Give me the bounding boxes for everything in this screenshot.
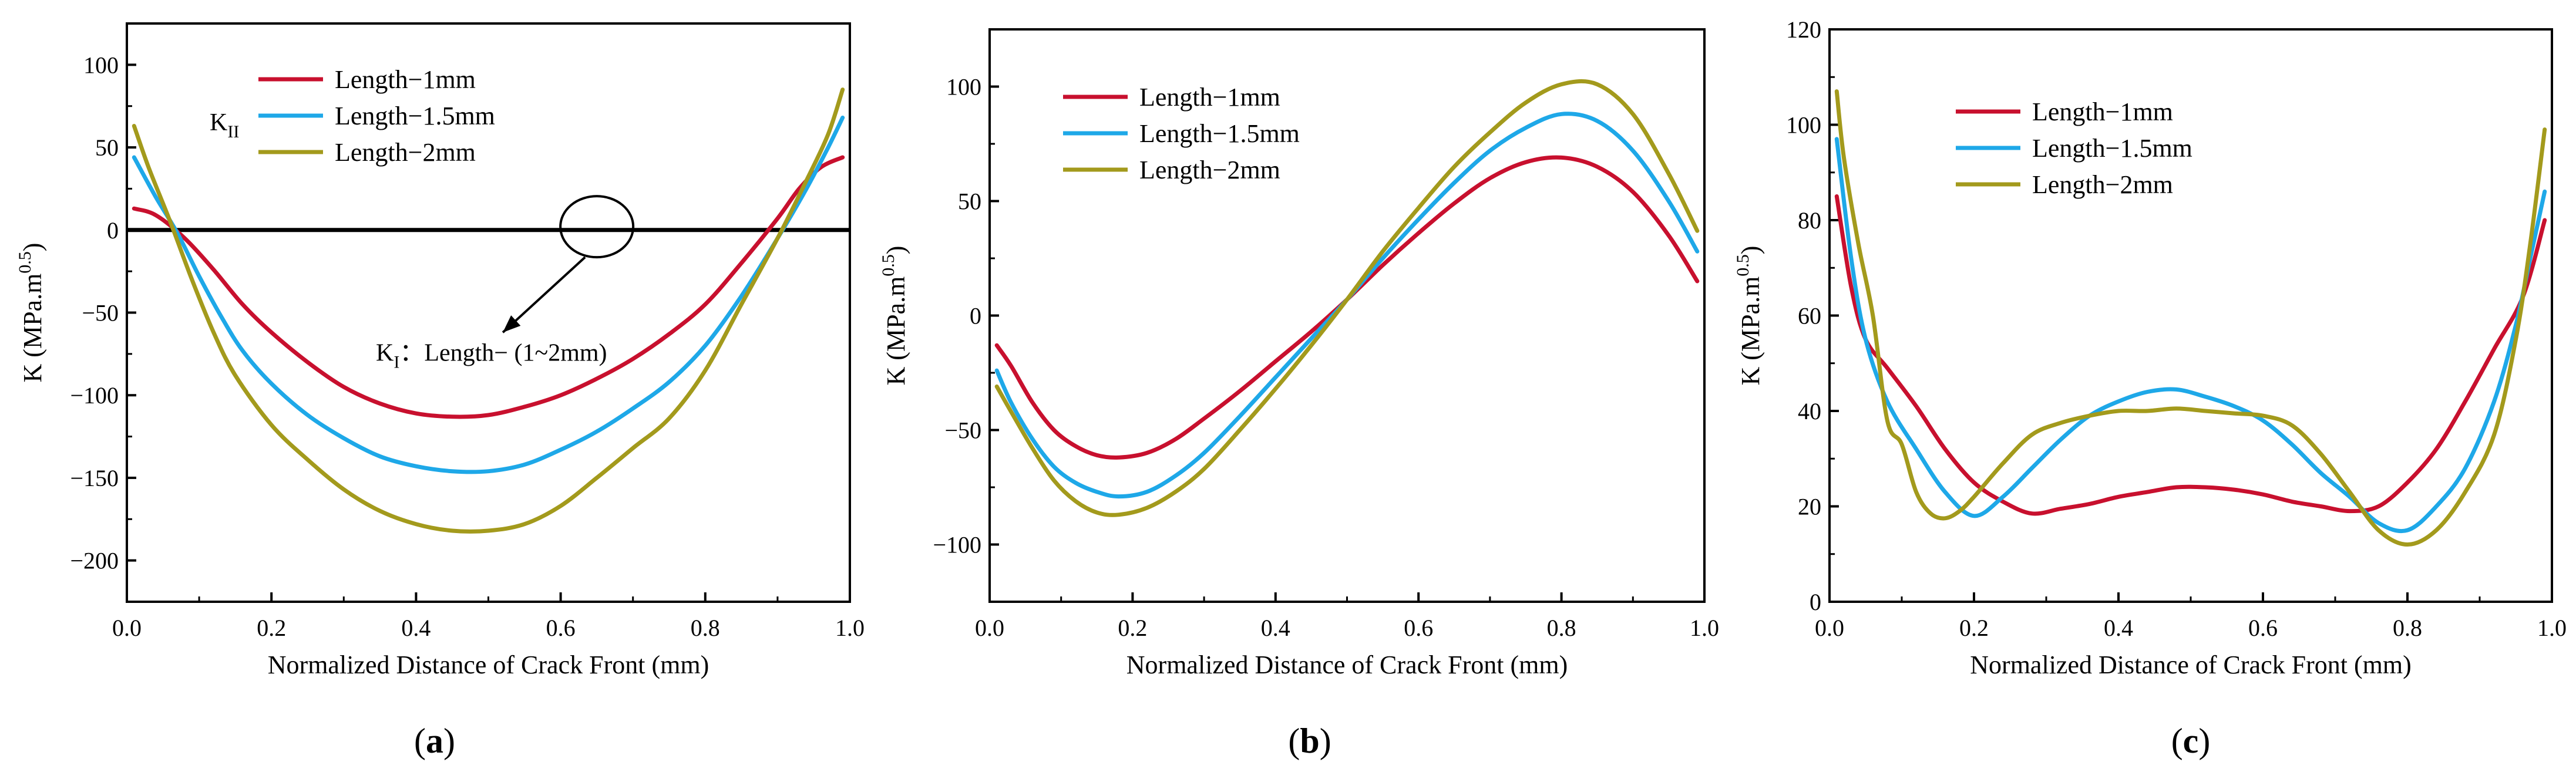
series-line-Length−1mm bbox=[994, 155, 1700, 460]
x-axis-label: Normalized Distance of Crack Front (mm) bbox=[268, 650, 709, 679]
x-tick-label: 0.2 bbox=[1959, 615, 1989, 641]
y-axis-label: K (MPa.m0.5) bbox=[879, 246, 910, 386]
series-line-Length−1mm bbox=[132, 155, 845, 419]
x-tick-label: 0.2 bbox=[1118, 615, 1147, 641]
legend-label: Length−1mm bbox=[335, 65, 476, 94]
legend-label: Length−1.5mm bbox=[335, 102, 495, 130]
x-tick-label: 0.4 bbox=[1261, 615, 1290, 641]
y-tick-label: 0 bbox=[1810, 589, 1821, 615]
series-line-Length−1.5mm bbox=[994, 112, 1700, 499]
x-tick-label: 0.2 bbox=[257, 615, 286, 641]
annotation-ellipse bbox=[559, 195, 635, 259]
series-line-Length−2mm bbox=[1834, 89, 2547, 547]
y-tick-label: 50 bbox=[958, 188, 981, 215]
y-tick-label: −50 bbox=[944, 417, 981, 444]
series-line-Length−1mm bbox=[1834, 194, 2547, 516]
y-tick-label: 40 bbox=[1798, 398, 1821, 424]
series-line-Length−2mm bbox=[132, 87, 845, 534]
y-tick-label: 50 bbox=[95, 134, 119, 161]
x-tick-label: 0.0 bbox=[975, 615, 1004, 641]
panel-label-a: (a) bbox=[414, 722, 455, 760]
chart-panel-c: 0.0 0.2 0.4 0.6 0.8 1.0 0 20 40 60 80 100 120 Length−… bbox=[1733, 16, 2567, 760]
y-tick-label: −150 bbox=[70, 465, 119, 491]
y-tick-label: −200 bbox=[70, 548, 119, 574]
y-tick-label: 0 bbox=[107, 217, 119, 244]
legend-label: Length−2mm bbox=[2032, 170, 2173, 199]
legend-label: Length−2mm bbox=[335, 138, 476, 167]
series-line-Length−1.5mm bbox=[1834, 137, 2547, 534]
x-tick-label: 1.0 bbox=[1690, 615, 1719, 641]
y-tick-label: 0 bbox=[970, 303, 981, 329]
x-tick-label: 0.4 bbox=[401, 615, 431, 641]
x-axis-label: Normalized Distance of Crack Front (mm) bbox=[1970, 650, 2411, 679]
x-tick-label: 0.6 bbox=[2248, 615, 2278, 641]
legend-label: Length−1mm bbox=[1139, 83, 1280, 112]
legend-label: Length−1.5mm bbox=[2032, 134, 2192, 163]
x-tick-label: 0.8 bbox=[691, 615, 720, 641]
chart-panel-a: 0.0 0.2 0.4 0.6 0.8 1.0 −200 −150 −100 −50 0 50 100 K… bbox=[15, 22, 865, 760]
y-axis-label: K (MPa.m0.5) bbox=[15, 243, 47, 383]
plot-frame bbox=[988, 28, 1706, 603]
y-tick-label: 120 bbox=[1786, 16, 1821, 43]
ki-annotation: KI：Length− (1~2mm) bbox=[376, 339, 607, 372]
x-tick-label: 0.0 bbox=[112, 615, 142, 641]
series-line-Length−1.5mm bbox=[132, 115, 845, 474]
y-tick-label: 100 bbox=[83, 52, 119, 78]
x-tick-label: 0.6 bbox=[1404, 615, 1433, 641]
y-tick-label: 100 bbox=[1786, 112, 1821, 139]
y-tick-label: 20 bbox=[1798, 494, 1821, 520]
panel-label-b: (b) bbox=[1288, 722, 1331, 760]
y-tick-label: 60 bbox=[1798, 303, 1821, 329]
x-axis-label: Normalized Distance of Crack Front (mm) bbox=[1126, 650, 1568, 679]
x-tick-label: 0.4 bbox=[2104, 615, 2133, 641]
legend-label: Length−1mm bbox=[2032, 97, 2173, 126]
x-tick-label: 0.6 bbox=[546, 615, 576, 641]
panel-label-c: (c) bbox=[2171, 722, 2211, 760]
kii-annotation: KII bbox=[210, 109, 239, 141]
x-tick-label: 0.8 bbox=[1547, 615, 1576, 641]
y-tick-label: 80 bbox=[1798, 207, 1821, 234]
y-axis-label: K (MPa.m0.5) bbox=[1733, 246, 1765, 386]
x-tick-label: 0.8 bbox=[2393, 615, 2422, 641]
chart-panel-b: 0.0 0.2 0.4 0.6 0.8 1.0 −100 −50 0 50 100 Length−1m… bbox=[879, 28, 1719, 760]
x-tick-label: 0.0 bbox=[1815, 615, 1844, 641]
legend-label: Length−1.5mm bbox=[1139, 119, 1300, 148]
x-tick-label: 1.0 bbox=[835, 615, 865, 641]
y-tick-label: −100 bbox=[70, 382, 119, 409]
annotation-arrow-line bbox=[502, 256, 586, 333]
legend-label: Length−2mm bbox=[1139, 156, 1280, 184]
y-tick-label: 100 bbox=[946, 74, 981, 100]
y-tick-label: −100 bbox=[933, 532, 981, 558]
x-tick-label: 1.0 bbox=[2537, 615, 2567, 641]
y-tick-label: −50 bbox=[82, 300, 119, 326]
annotation-arrow-head bbox=[503, 315, 521, 333]
series-line-Length−2mm bbox=[994, 79, 1700, 517]
